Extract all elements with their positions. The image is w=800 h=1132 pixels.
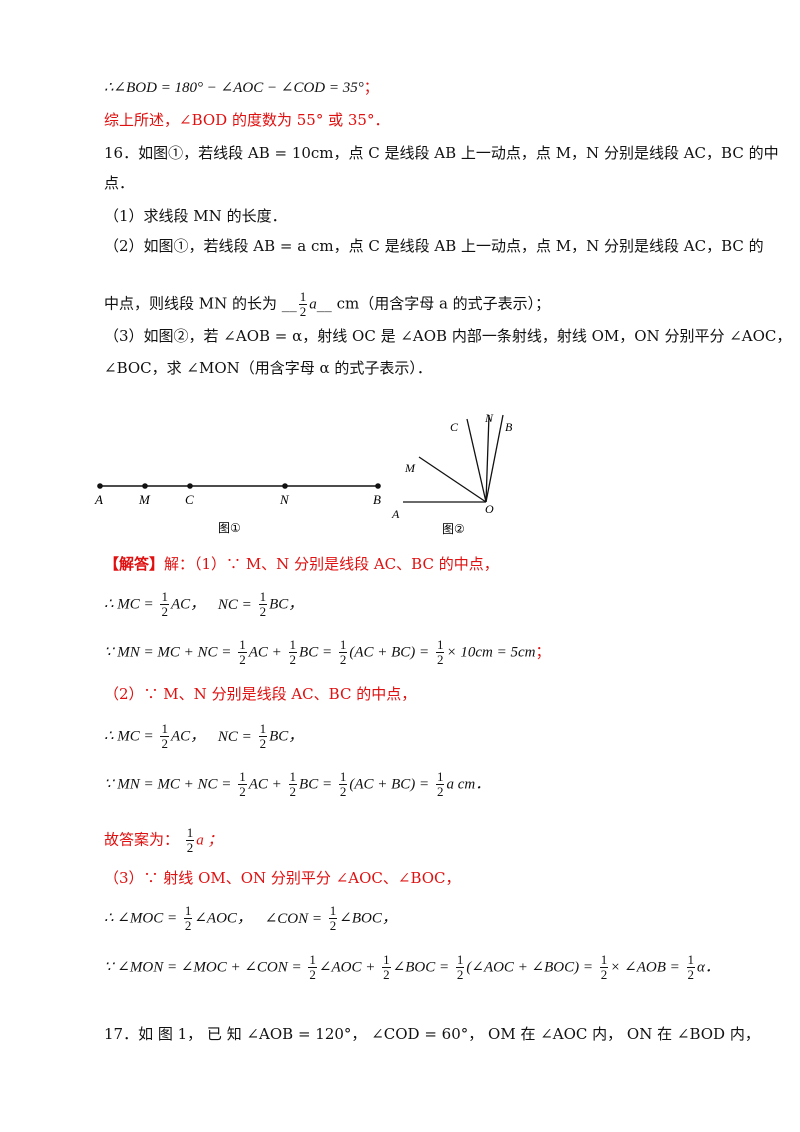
- figure-1-caption: 图①: [218, 521, 241, 535]
- answer-heading: 【解答】: [104, 555, 165, 573]
- point-n: [282, 483, 288, 489]
- question-16-part1: （1）求线段 MN 的长度．: [104, 207, 287, 225]
- label-o: O: [485, 502, 494, 516]
- question-16-part2-answer: 中点，则线段 MN 的长为 __ 1 2 a__ cm（用含字母 a 的式子表示）；: [104, 289, 551, 319]
- label-c: C: [185, 492, 194, 507]
- label-c: C: [450, 420, 459, 434]
- point-a: [97, 483, 103, 489]
- conclusion-line: 综上所述，∠BOD 的度数为 55° 或 35°．: [104, 111, 390, 129]
- label-n: N: [484, 411, 494, 425]
- ray-om: [418, 456, 487, 503]
- answer-line: （2）∵ M、N 分别是线段 AC、BC 的中点，: [104, 685, 417, 703]
- answer-line: （3）∵ 射线 OM、ON 分别平分 ∠AOC、∠BOC，: [104, 869, 461, 887]
- question-16-part3: ∠BOC，求 ∠MON（用含字母 α 的式子表示）．: [104, 359, 432, 377]
- punctuation: ；: [363, 78, 379, 96]
- text-line: ∴∠BOD = 180° − ∠AOC − ∠COD = 35°；: [104, 77, 379, 98]
- point-b: [375, 483, 381, 489]
- label-n: N: [279, 492, 290, 507]
- answer-line: ∴ ∠MOC = 1 2 ∠AOC， ∠CON = 1 2 ∠BOC，: [104, 903, 397, 933]
- answer-line: 【解答】解：（1）∵ M、N 分别是线段 AC、BC 的中点，: [104, 555, 499, 573]
- answer-line: ∴ MC = 1 2 AC， NC = 1 2 BC，: [104, 589, 304, 619]
- figure-2: C N B M A O 图②: [391, 411, 513, 536]
- ray-oc: [466, 418, 487, 503]
- point-m: [142, 483, 148, 489]
- label-a: A: [94, 492, 103, 507]
- ray-ob: [485, 414, 504, 503]
- answer-line: ∴ MC = 1 2 AC， NC = 1 2 BC，: [104, 721, 304, 751]
- point-c: [187, 483, 193, 489]
- figure-2-caption: 图②: [442, 522, 465, 536]
- label-b: B: [505, 420, 513, 434]
- answer-line: ∵ MN = MC + NC = 1 2 AC + 1 2 BC = 1 2 (AC + B…: [104, 637, 551, 667]
- equation: ∴∠BOD = 180° − ∠AOC − ∠COD = 35°: [104, 80, 364, 96]
- question-16-line: 点．: [104, 174, 135, 192]
- label-b: B: [373, 492, 381, 507]
- question-16-line: 16．如图①，若线段 AB = 10cm，点 C 是线段 AB 上一动点，点 M…: [104, 144, 779, 162]
- label-m: M: [404, 461, 416, 475]
- ray-on: [485, 414, 490, 503]
- figure-1: A M C N B 图①: [94, 483, 381, 535]
- answer-line: ∵ ∠MON = ∠MOC + ∠CON = 1 2 ∠AOC + 1 2 ∠BOC =…: [104, 952, 720, 982]
- answer-line: ∵ MN = MC + NC = 1 2 AC + 1 2 BC = 1 2 (AC + B…: [104, 769, 491, 799]
- label-m: M: [138, 492, 151, 507]
- question-16-part3: （3）如图②，若 ∠AOB = α，射线 OC 是 ∠AOB 内部一条射线，射线…: [104, 327, 792, 345]
- question-17-line: 17．如 图 1， 已 知 ∠AOB = 120°， ∠COD = 60°， O…: [104, 1025, 760, 1043]
- label-a: A: [391, 507, 400, 521]
- question-16-part2: （2）如图①，若线段 AB = a cm，点 C 是线段 AB 上一动点，点 M…: [104, 237, 764, 255]
